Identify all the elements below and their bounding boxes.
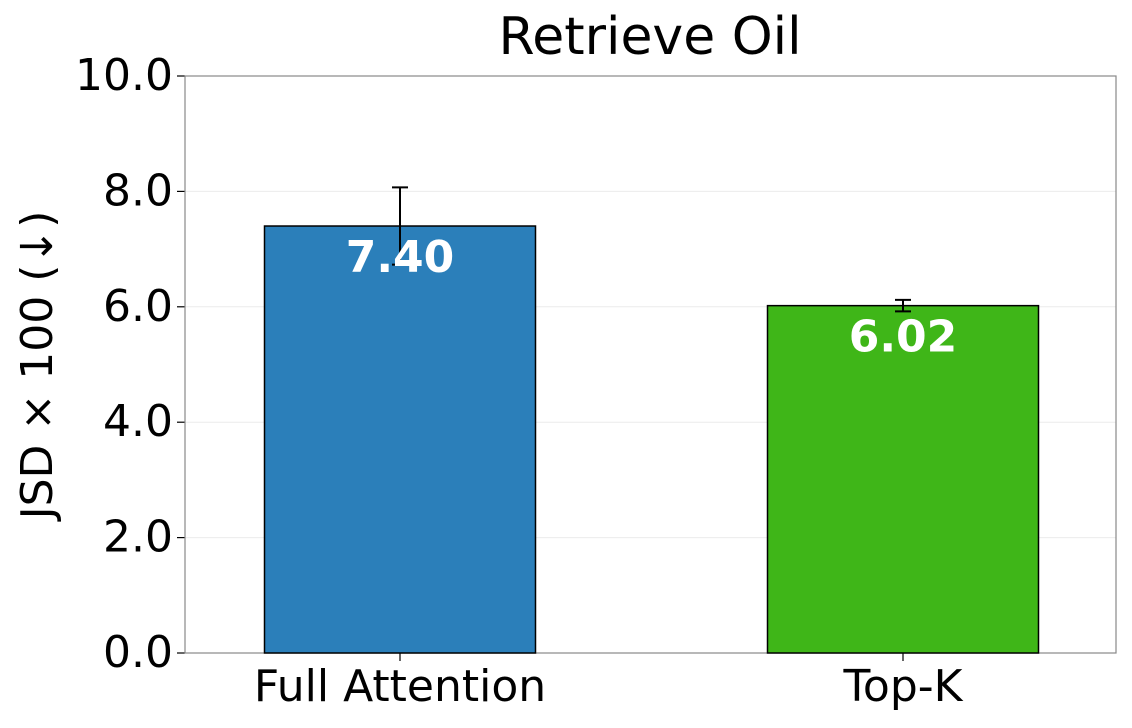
x-tick-label: Full Attention xyxy=(254,661,546,712)
y-tick-label: 4.0 xyxy=(103,396,173,447)
y-tick-label: 8.0 xyxy=(103,165,173,216)
error-bar xyxy=(392,186,408,266)
error-bar xyxy=(895,298,911,313)
y-tick-label: 0.0 xyxy=(103,627,173,678)
plot-frame xyxy=(184,75,1117,654)
bar xyxy=(263,225,537,654)
value-label: 6.02 xyxy=(849,312,958,363)
y-axis-label: JSD × 100 (↓) xyxy=(12,211,63,523)
bar xyxy=(766,304,1040,654)
y-tick-label: 10.0 xyxy=(75,50,173,101)
y-tick-label: 6.0 xyxy=(103,281,173,332)
x-tick-label: Top-K xyxy=(843,661,964,712)
y-tick-label: 2.0 xyxy=(103,512,173,563)
chart-title: Retrieve Oil xyxy=(498,7,801,67)
value-label: 7.40 xyxy=(346,232,455,283)
